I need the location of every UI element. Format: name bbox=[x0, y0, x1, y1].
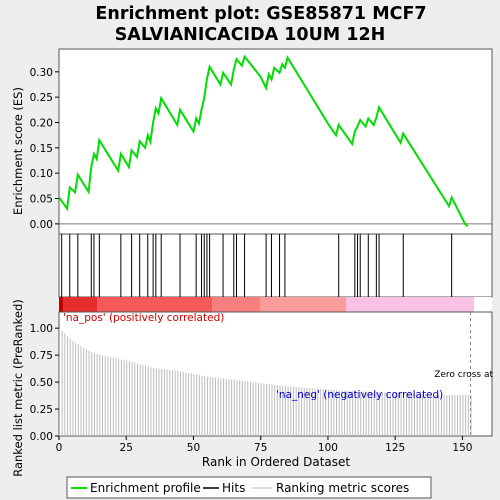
x-tick-label: 100 bbox=[318, 442, 338, 454]
pos-correlated-label: 'na_pos' (positively correlated) bbox=[63, 312, 224, 324]
x-tick-label: 50 bbox=[187, 442, 200, 454]
color-bar-start-mark bbox=[59, 297, 63, 312]
metric-y-tick-label: 0.00 bbox=[30, 431, 53, 443]
es-y-tick-label: 0.05 bbox=[30, 194, 53, 206]
x-tick-label: 75 bbox=[254, 442, 267, 454]
hits-panel bbox=[58, 233, 493, 298]
metric-y-axis-label: Ranked list metric (PreRanked) bbox=[11, 299, 25, 477]
enrichment-profile-line bbox=[58, 54, 469, 228]
legend-enrichment-label: Enrichment profile bbox=[90, 481, 201, 495]
rank-color-bar bbox=[59, 297, 492, 312]
color-bar-near-zero-positive bbox=[260, 297, 346, 312]
chart-title-line2: SALVIANICACIDA 10UM 12H bbox=[115, 25, 386, 45]
metric-y-ticks: 0.00 0.25 0.50 0.75 1.00 bbox=[30, 323, 59, 443]
color-bar-positive bbox=[97, 297, 212, 312]
neg-correlated-label: 'na_neg' (negatively correlated) bbox=[276, 389, 443, 401]
metric-y-tick-label: 0.50 bbox=[30, 377, 53, 389]
color-bar-strong-positive bbox=[59, 297, 97, 312]
hit-lines bbox=[61, 234, 453, 297]
x-tick-label: 25 bbox=[120, 442, 133, 454]
legend-metric-label: Ranking metric scores bbox=[276, 481, 409, 495]
es-y-axis-label: Enrichment score (ES) bbox=[11, 87, 25, 215]
x-axis-label: Rank in Ordered Dataset bbox=[202, 455, 350, 469]
x-tick-label: 125 bbox=[385, 442, 405, 454]
es-panel-frame bbox=[58, 48, 493, 235]
legend: Enrichment profile Hits Ranking metric s… bbox=[66, 476, 432, 499]
metric-y-tick-label: 0.75 bbox=[30, 350, 53, 362]
zero-cross-label: Zero cross at bbox=[434, 370, 493, 380]
metric-bars bbox=[59, 328, 472, 436]
x-ticks: 0 25 50 75 100 125 150 bbox=[56, 436, 472, 454]
es-y-tick-label: 0.00 bbox=[30, 219, 53, 231]
es-y-tick-label: 0.15 bbox=[30, 143, 53, 155]
legend-frame bbox=[66, 476, 432, 499]
metric-y-tick-label: 0.25 bbox=[30, 404, 53, 416]
hits-panel-frame bbox=[58, 233, 493, 298]
es-y-tick-label: 0.25 bbox=[30, 92, 53, 104]
x-tick-label: 0 bbox=[56, 442, 63, 454]
es-y-tick-label: 0.20 bbox=[30, 117, 53, 129]
color-bar-weak-positive bbox=[212, 297, 260, 312]
es-y-tick-label: 0.10 bbox=[30, 168, 53, 180]
color-bar-negative bbox=[346, 297, 474, 312]
metric-panel: Zero cross at 'na_pos' (positively corre… bbox=[30, 311, 493, 454]
legend-hits-label: Hits bbox=[222, 481, 245, 495]
metric-y-tick-label: 1.00 bbox=[30, 323, 53, 335]
chart-title-line1: Enrichment plot: GSE85871 MCF7 bbox=[95, 4, 426, 24]
es-panel: 0.00 0.05 0.10 0.15 0.20 0.25 0.30 bbox=[30, 48, 493, 235]
es-y-ticks: 0.00 0.05 0.10 0.15 0.20 0.25 0.30 bbox=[30, 67, 59, 231]
x-tick-label: 150 bbox=[452, 442, 472, 454]
es-y-tick-label: 0.30 bbox=[30, 67, 53, 79]
